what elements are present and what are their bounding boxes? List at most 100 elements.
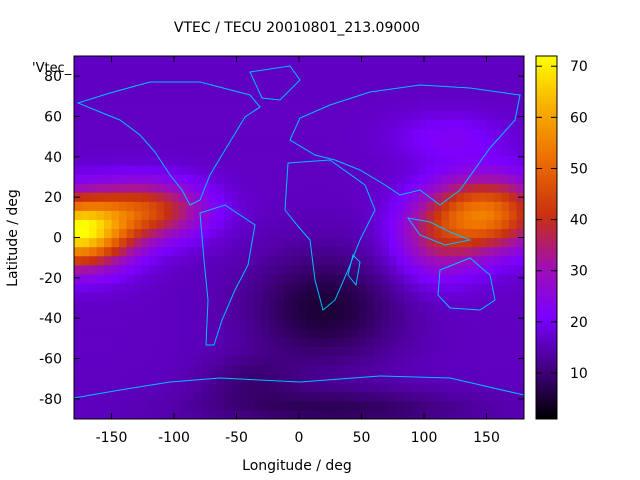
- heatmap-cell: [336, 301, 345, 311]
- heatmap-cell: [419, 301, 428, 311]
- heatmap-cell: [246, 301, 255, 311]
- heatmap-cell: [269, 328, 278, 338]
- heatmap-cell: [329, 164, 338, 175]
- heatmap-cell: [449, 355, 458, 366]
- heatmap-cell: [126, 146, 135, 157]
- heatmap-cell: [224, 328, 233, 338]
- heatmap-cell: [164, 409, 173, 419]
- heatmap-cell: [231, 391, 240, 402]
- heatmap-cell: [276, 92, 285, 102]
- heatmap-cell: [164, 228, 173, 239]
- heatmap-cell: [366, 146, 375, 157]
- heatmap-cell: [74, 391, 83, 402]
- heatmap-cell: [351, 382, 360, 393]
- heatmap-cell: [201, 328, 210, 338]
- heatmap-cell: [171, 373, 180, 384]
- heatmap-cell: [411, 137, 420, 148]
- heatmap-cell: [336, 92, 345, 102]
- heatmap-cell: [254, 128, 263, 139]
- heatmap-cell: [74, 237, 83, 248]
- heatmap-cell: [509, 337, 518, 347]
- heatmap-cell: [276, 119, 285, 130]
- heatmap-cell: [344, 328, 353, 338]
- heatmap-cell: [156, 301, 165, 311]
- heatmap-cell: [141, 173, 150, 184]
- heatmap-cell: [374, 92, 383, 102]
- heatmap-cell: [194, 155, 203, 166]
- heatmap-cell: [284, 119, 293, 130]
- heatmap-cell: [344, 128, 353, 139]
- heatmap-cell: [314, 373, 323, 384]
- heatmap-cell: [299, 210, 308, 220]
- heatmap-cell: [126, 65, 135, 75]
- heatmap-cell: [111, 364, 120, 375]
- heatmap-cell: [89, 228, 98, 239]
- heatmap-cell: [509, 146, 518, 157]
- heatmap-cell: [479, 56, 488, 66]
- heatmap-cell: [344, 173, 353, 184]
- heatmap-cell: [381, 273, 390, 284]
- heatmap-cell: [89, 337, 98, 347]
- heatmap-cell: [149, 210, 158, 220]
- heatmap-cell: [276, 183, 285, 193]
- heatmap-cell: [359, 74, 368, 84]
- heatmap-cell: [141, 373, 150, 384]
- heatmap-cell: [224, 219, 233, 230]
- heatmap-cell: [119, 173, 128, 184]
- heatmap-cell: [81, 155, 90, 166]
- heatmap-cell: [411, 409, 420, 419]
- heatmap-cell: [254, 237, 263, 248]
- heatmap-cell: [164, 56, 173, 66]
- heatmap-cell: [299, 282, 308, 293]
- heatmap-cell: [164, 219, 173, 230]
- heatmap-cell: [381, 164, 390, 175]
- heatmap-cell: [291, 56, 300, 66]
- colorbar: [535, 55, 558, 420]
- heatmap-cell: [201, 373, 210, 384]
- heatmap-cell: [119, 110, 128, 121]
- heatmap-cell: [164, 201, 173, 211]
- heatmap-cell: [164, 164, 173, 175]
- heatmap-cell: [111, 110, 120, 121]
- heatmap-cell: [239, 310, 248, 320]
- heatmap-cell: [216, 301, 225, 311]
- heatmap-cell: [321, 282, 330, 293]
- heatmap-cell: [396, 201, 405, 211]
- heatmap-cell: [164, 391, 173, 402]
- heatmap-cell: [119, 246, 128, 257]
- heatmap-cell: [254, 373, 263, 384]
- heatmap-cell: [419, 291, 428, 302]
- heatmap-cell: [351, 264, 360, 275]
- heatmap-cell: [449, 246, 458, 257]
- heatmap-cell: [501, 119, 510, 130]
- heatmap-cell: [329, 310, 338, 320]
- heatmap-cell: [156, 328, 165, 338]
- heatmap-cell: [471, 101, 480, 112]
- heatmap-cell: [471, 400, 480, 411]
- heatmap-cell: [171, 65, 180, 75]
- heatmap-cell: [81, 56, 90, 66]
- heatmap-cell: [494, 110, 503, 121]
- heatmap-cell: [261, 337, 270, 347]
- y-tick-label: -60: [39, 352, 62, 368]
- heatmap-cell: [314, 192, 323, 202]
- heatmap-cell: [516, 83, 524, 93]
- heatmap-cell: [284, 310, 293, 320]
- heatmap-cell: [419, 391, 428, 402]
- heatmap-cell: [261, 301, 270, 311]
- heatmap-cell: [291, 192, 300, 202]
- heatmap-cell: [246, 155, 255, 166]
- heatmap-cell: [141, 319, 150, 329]
- heatmap-cell: [291, 101, 300, 112]
- heatmap-cell: [321, 56, 330, 66]
- heatmap-cell: [426, 101, 435, 112]
- heatmap-cell: [321, 210, 330, 220]
- heatmap-cell: [254, 92, 263, 102]
- heatmap-cell: [381, 192, 390, 202]
- heatmap-cell: [104, 65, 113, 75]
- heatmap-cell: [479, 128, 488, 139]
- heatmap-cell: [224, 319, 233, 329]
- heatmap-cell: [179, 128, 188, 139]
- heatmap-cell: [411, 337, 420, 347]
- heatmap-cell: [224, 110, 233, 121]
